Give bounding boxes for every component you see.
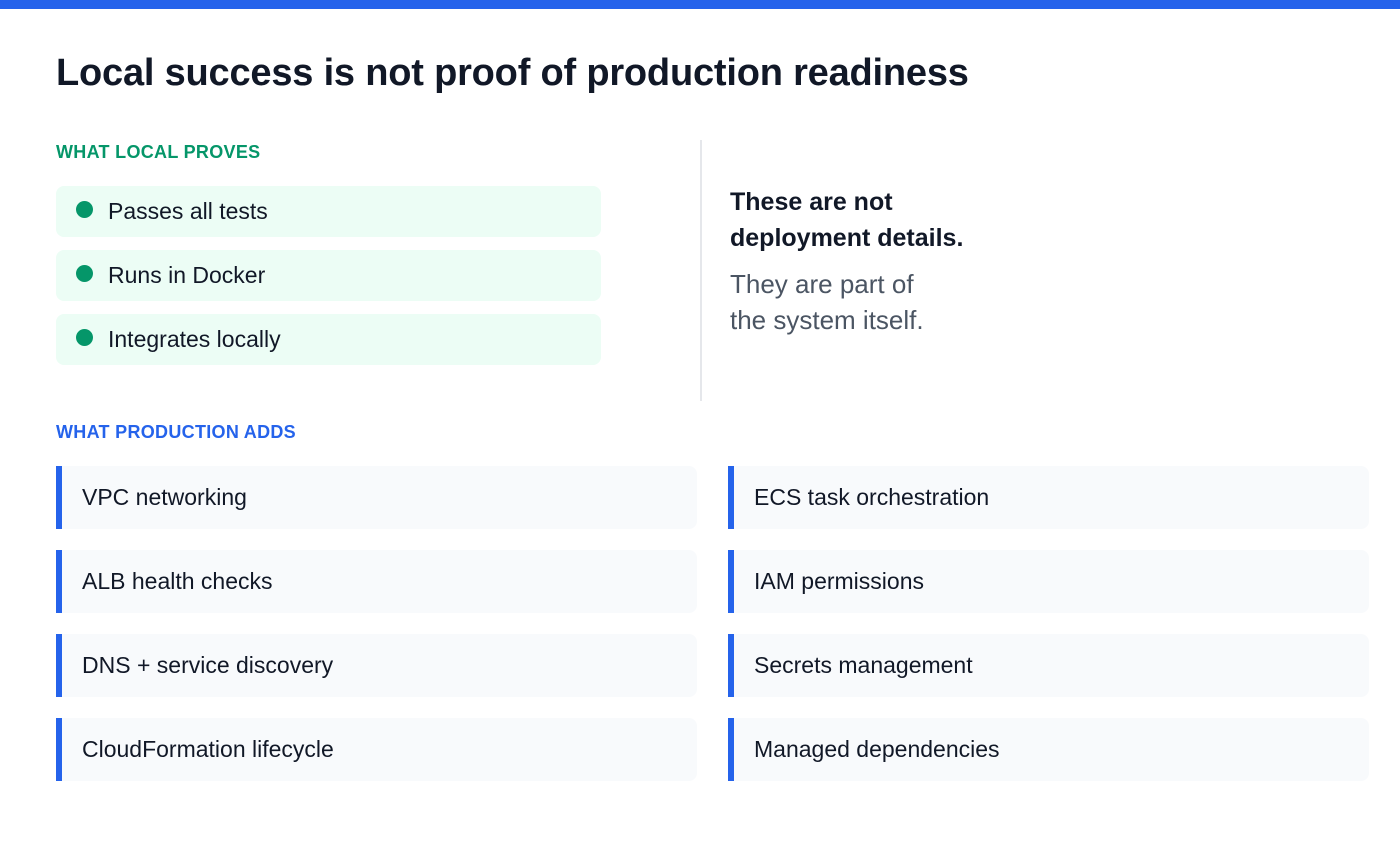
callout-note: These are not deployment details. They a…: [730, 184, 1090, 338]
list-item-label: Passes all tests: [108, 198, 268, 224]
list-item: Integrates locally: [56, 314, 601, 365]
production-item: CloudFormation lifecycle: [56, 718, 697, 781]
production-item: Secrets management: [728, 634, 1369, 697]
production-item: IAM permissions: [728, 550, 1369, 613]
production-item-label: CloudFormation lifecycle: [82, 736, 334, 762]
green-dot-icon: [76, 265, 93, 282]
local-section-label: WHAT LOCAL PROVES: [56, 142, 261, 162]
green-dot-icon: [76, 201, 93, 218]
production-item-label: IAM permissions: [754, 568, 924, 594]
top-accent-bar: [0, 0, 1400, 9]
production-item: ALB health checks: [56, 550, 697, 613]
vertical-divider: [700, 140, 702, 401]
list-item-label: Runs in Docker: [108, 262, 266, 288]
note-body-line: the system itself.: [730, 305, 924, 335]
production-item: VPC networking: [56, 466, 697, 529]
list-item: Runs in Docker: [56, 250, 601, 301]
note-emphasis-line: deployment details.: [730, 224, 964, 252]
note-body: They are part of the system itself.: [730, 266, 1090, 338]
list-item-label: Integrates locally: [108, 326, 281, 352]
production-item-label: VPC networking: [82, 484, 247, 510]
list-item: Passes all tests: [56, 186, 601, 237]
production-item-label: Secrets management: [754, 652, 973, 678]
production-item-label: ECS task orchestration: [754, 484, 990, 510]
production-item-label: DNS + service discovery: [82, 652, 334, 678]
production-item-label: ALB health checks: [82, 568, 273, 594]
production-item: ECS task orchestration: [728, 466, 1369, 529]
production-item-label: Managed dependencies: [754, 736, 1000, 762]
local-proof-list: Passes all tests Runs in Docker Integrat…: [56, 186, 601, 378]
production-item: DNS + service discovery: [56, 634, 697, 697]
green-dot-icon: [76, 329, 93, 346]
page-title: Local success is not proof of production…: [56, 52, 969, 94]
production-section-label: WHAT PRODUCTION ADDS: [56, 422, 296, 442]
note-emphasis: These are not deployment details.: [730, 184, 1090, 256]
note-emphasis-line: These are not: [730, 188, 893, 216]
note-body-line: They are part of: [730, 269, 914, 299]
production-item: Managed dependencies: [728, 718, 1369, 781]
